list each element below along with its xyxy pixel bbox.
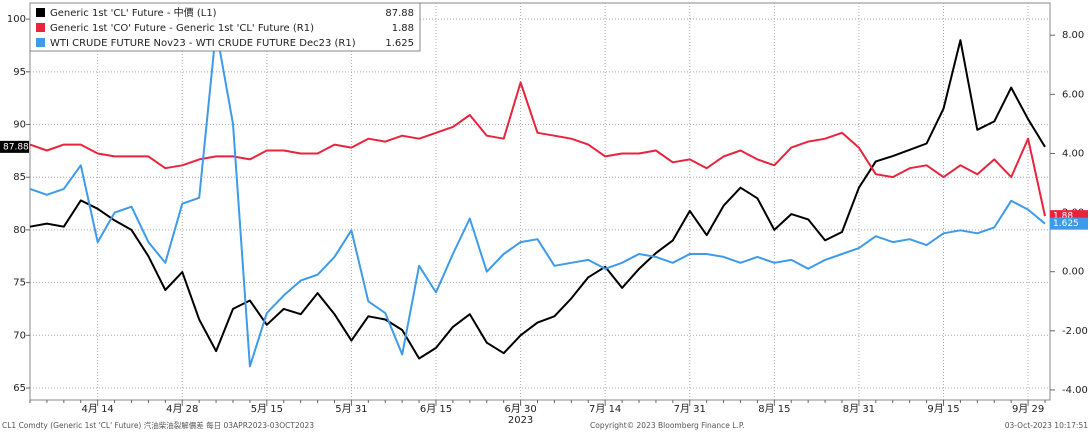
y2-tick-label: -4.00 — [1062, 385, 1088, 396]
legend: Generic 1st 'CL' Future - 中價 (L1) 87.88 Ge… — [29, 2, 421, 52]
y-tick-label: 65 — [13, 383, 26, 394]
legend-value: 1.88 — [392, 23, 414, 34]
legend-label: Generic 1st 'CL' Future - 中價 (L1) — [50, 6, 217, 19]
y-tick-label: 90 — [13, 120, 26, 131]
y2-tick-label: 0.00 — [1062, 267, 1084, 278]
legend-value: 87.88 — [385, 8, 414, 19]
y2-tick-label: 4.00 — [1062, 148, 1084, 159]
y2-tick-label: 8.00 — [1062, 30, 1084, 41]
y-tick-label: 95 — [13, 67, 26, 78]
x-tick-label: 9月 29 — [1012, 403, 1044, 415]
y2-tick-label: 6.00 — [1062, 89, 1084, 100]
series-line — [29, 81, 1046, 217]
last-value-tag-label: 1.625 — [1053, 219, 1079, 229]
x-tick-label: 7月 14 — [589, 403, 621, 415]
y-tick-label: 80 — [13, 225, 26, 236]
last-value-tag-label: 1.88 — [1053, 212, 1073, 222]
y-tick-label: 70 — [13, 330, 26, 341]
legend-label: Generic 1st 'CO' Future - Generic 1st 'C… — [50, 23, 314, 34]
y-tick-label: 85 — [13, 172, 26, 183]
footer-timestamp: 03-Oct-2023 10:17:51 — [1005, 421, 1089, 430]
last-value-tag — [1050, 217, 1088, 230]
y-tick-label: 75 — [13, 278, 26, 289]
x-tick-label: 4月 14 — [82, 403, 114, 415]
last-value-tag — [0, 140, 29, 153]
legend-box — [29, 2, 421, 52]
x-tick-label: 4月 28 — [166, 403, 198, 415]
footer-copyright: Copyright© 2023 Bloomberg Finance L.P. — [590, 421, 745, 430]
last-value-tag-label: 87.88 — [3, 142, 29, 152]
legend-value: 1.625 — [385, 38, 414, 49]
plot-frame — [29, 2, 1051, 401]
legend-swatch — [36, 38, 45, 47]
x-tick-label: 5月 15 — [251, 403, 283, 415]
x-tick-label: 6月 15 — [420, 403, 452, 415]
x-tick-label: 8月 15 — [758, 403, 790, 415]
legend-swatch — [36, 8, 45, 17]
x-tick-label: 7月 31 — [674, 403, 706, 415]
x-tick-label: 5月 31 — [335, 403, 367, 415]
x-tick-label: 6月 30 — [504, 403, 536, 415]
series-line — [29, 28, 1046, 368]
footer-source: CL1 Comdty (Generic 1st 'CL' Future) 汽油柴… — [2, 420, 314, 430]
x-year-label: 2023 — [508, 415, 533, 426]
x-tick-label: 9月 15 — [927, 403, 959, 415]
x-tick-label: 8月 31 — [843, 403, 875, 415]
series-line — [29, 39, 1046, 360]
y2-tick-label: -2.00 — [1062, 326, 1088, 337]
legend-swatch — [36, 23, 45, 32]
legend-label: WTI CRUDE FUTURE Nov23 - WTI CRUDE FUTUR… — [50, 38, 356, 49]
y-tick-label: 100 — [7, 14, 26, 25]
